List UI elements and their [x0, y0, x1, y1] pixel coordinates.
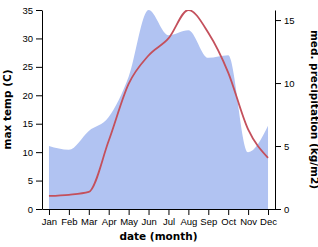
tick-mark [188, 209, 189, 215]
tick: Aug [180, 209, 197, 227]
tick: Jul [163, 209, 175, 227]
tick-mark [36, 124, 42, 125]
tick-label: 10 [22, 147, 33, 158]
tick-mark [248, 209, 249, 215]
tick-label: Feb [61, 216, 77, 227]
tick: Sep [200, 209, 217, 227]
tick-label: Dec [260, 216, 277, 227]
tick-label: Jan [42, 216, 57, 227]
tick-label: 25 [22, 61, 33, 72]
tick-mark [89, 209, 90, 215]
y2-axis: 0 5 10 15 [275, 11, 295, 215]
tick: 10 [22, 147, 42, 158]
x-axis-line [43, 209, 276, 210]
tick-mark [268, 209, 269, 215]
tick: 20 [22, 90, 42, 101]
tick-mark [129, 209, 130, 215]
tick-mark [36, 209, 42, 210]
tick: Dec [260, 209, 277, 227]
tick-label: Aug [180, 216, 197, 227]
temperature-line [49, 10, 268, 196]
y2-axis-title: med. precipitation (kg/m2) [309, 30, 318, 189]
tick: Oct [221, 209, 236, 227]
tick-mark [275, 209, 281, 210]
tick-mark [228, 209, 229, 215]
tick: Apr [102, 209, 117, 227]
tick-label: 20 [22, 90, 33, 101]
tick-label: 0 [28, 204, 33, 215]
tick: 5 [28, 175, 42, 186]
tick-mark [109, 209, 110, 215]
tick-mark [149, 209, 150, 215]
y-axis-title: max temp (C) [1, 69, 13, 149]
chart: Jan Feb Mar AprMayJun Jul AugSep Oct NovDec 0 5 10… [0, 0, 318, 247]
tick-label: Nov [240, 216, 257, 227]
y-axis: 0 5 10 15 20 25 30 35 [22, 5, 42, 215]
tick-mark [275, 20, 281, 21]
plot-area [49, 10, 268, 209]
tick-label: 10 [284, 78, 295, 89]
tick-mark [36, 67, 42, 68]
tick-label: 5 [284, 141, 289, 152]
y-axis-line [42, 11, 43, 210]
tick-mark [36, 181, 42, 182]
tick-label: May [120, 216, 138, 227]
tick: May [120, 209, 138, 227]
tick-mark [49, 209, 50, 215]
tick-mark [36, 10, 42, 11]
tick: 0 [275, 204, 289, 215]
tick: Nov [240, 209, 257, 227]
x-axis-title: date (month) [119, 230, 197, 242]
tick: 30 [22, 33, 42, 44]
tick-label: Apr [102, 216, 117, 227]
tick-label: Jun [141, 216, 156, 227]
tick: 0 [28, 204, 42, 215]
tick: 35 [22, 5, 42, 16]
tick-label: Jul [163, 216, 175, 227]
tick-mark [275, 83, 281, 84]
tick-mark [36, 152, 42, 153]
tick-label: 5 [28, 175, 33, 186]
tick: Mar [81, 209, 97, 227]
tick: 5 [275, 141, 289, 152]
precipitation-area [49, 10, 268, 209]
tick-mark [69, 209, 70, 215]
tick-label: 30 [22, 33, 33, 44]
tick: 25 [22, 61, 42, 72]
tick: Feb [61, 209, 77, 227]
tick: 10 [275, 78, 295, 89]
tick-label: Mar [81, 216, 97, 227]
tick: Jun [141, 209, 156, 227]
tick-label: 35 [22, 5, 33, 16]
tick-label: 15 [22, 118, 33, 129]
tick: 15 [22, 118, 42, 129]
tick-mark [168, 209, 169, 215]
tick-mark [208, 209, 209, 215]
tick-label: Oct [221, 216, 236, 227]
tick: 15 [275, 15, 295, 26]
tick-mark [36, 38, 42, 39]
tick: Jan [42, 209, 57, 227]
x-axis: Jan Feb Mar AprMayJun Jul AugSep Oct NovDec [42, 209, 277, 227]
tick-label: 15 [284, 15, 295, 26]
tick-label: 0 [284, 204, 289, 215]
y2-axis-line [275, 11, 276, 210]
tick-mark [275, 146, 281, 147]
tick-mark [36, 95, 42, 96]
tick-label: Sep [200, 216, 217, 227]
